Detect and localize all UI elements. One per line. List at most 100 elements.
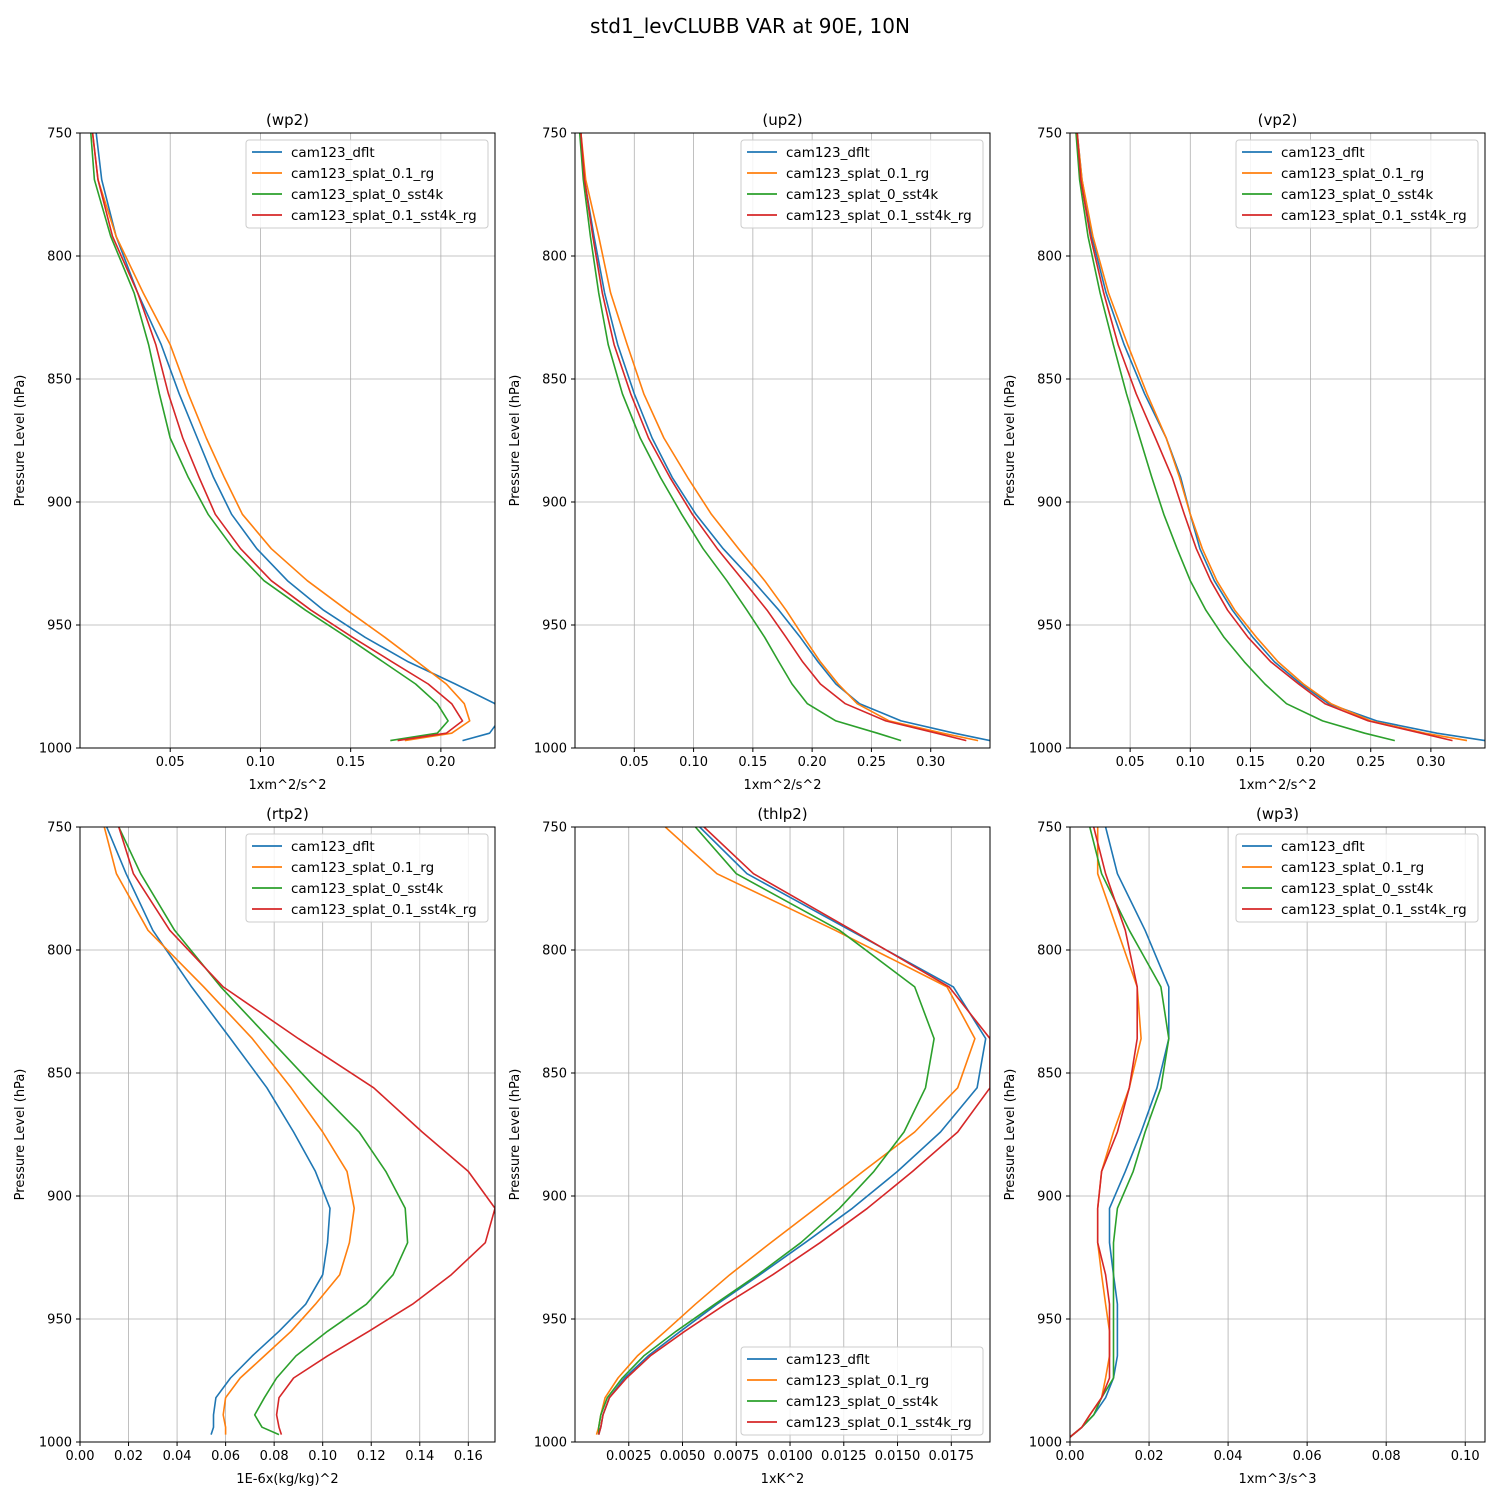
y-tick-label: 1000	[534, 1436, 567, 1451]
x-tick-label: 0.14	[405, 1449, 434, 1464]
x-tick-label: 0.16	[454, 1449, 483, 1464]
y-tick-label: 900	[542, 1190, 567, 1205]
legend-item: cam123_splat_0_sst4k	[252, 187, 443, 203]
y-tick-label: 850	[542, 373, 567, 388]
y-axis-label: Pressure Level (hPa)	[1003, 375, 1018, 507]
series-line-cam123_dflt	[105, 827, 331, 1435]
y-tick-label: 900	[542, 496, 567, 511]
y-tick-label: 800	[542, 250, 567, 265]
legend-box	[1235, 833, 1479, 923]
series-line-cam123_dflt	[1076, 133, 1485, 742]
axes-frame	[79, 132, 496, 749]
y-tick-label: 850	[47, 373, 72, 388]
legend-label: cam123_splat_0.1_sst4k_rg	[786, 1415, 972, 1431]
x-tick-label: 0.0025	[606, 1449, 652, 1464]
legend-item: cam123_splat_0.1_rg	[1242, 166, 1424, 182]
x-tick-label: 0.04	[163, 1449, 192, 1464]
series-line-cam123_splat_0_sst4k	[597, 827, 935, 1435]
x-tick-label: 0.06	[211, 1449, 240, 1464]
subplot-title: (thlp2)	[757, 805, 807, 823]
series-line-cam123_dflt	[1070, 827, 1170, 1438]
y-tick-label: 950	[542, 619, 567, 634]
series-line-cam123_splat_0.1_sst4k_rg	[1076, 133, 1453, 742]
x-tick-label: 0.15	[336, 755, 365, 770]
legend-item: cam123_splat_0.1_sst4k_rg	[252, 902, 477, 918]
legend-item: cam123_splat_0.1_rg	[747, 1373, 929, 1389]
legend-item: cam123_dflt	[747, 145, 870, 161]
x-axis-label: 1xm^2/s^2	[743, 778, 821, 793]
y-axis-label: Pressure Level (hPa)	[508, 375, 523, 507]
series-line-cam123_splat_0.1_rg	[103, 827, 356, 1435]
y-tick-label: 850	[1037, 373, 1062, 388]
series-line-cam123_splat_0_sst4k	[90, 133, 449, 742]
subplot-title: (vp2)	[1258, 111, 1298, 129]
x-tick-label: 0.10	[1451, 1449, 1480, 1464]
y-tick-label: 950	[47, 1313, 72, 1328]
y-tick-label: 850	[47, 1067, 72, 1082]
series-line-cam123_splat_0.1_sst4k_rg	[91, 133, 464, 742]
legend: cam123_dflt cam123_splat_0.1_rg cam123_spl…	[1235, 833, 1479, 923]
legend-label: cam123_dflt	[1281, 145, 1365, 161]
legend-item: cam123_splat_0.1_rg	[747, 166, 929, 182]
series-line-cam123_splat_0.1_sst4k_rg	[1070, 827, 1138, 1438]
legend-item: cam123_splat_0.1_rg	[252, 166, 434, 182]
legend-item: cam123_splat_0_sst4k	[747, 1394, 938, 1410]
legend-label: cam123_splat_0.1_sst4k_rg	[1281, 902, 1467, 918]
x-tick-label: 0.04	[1214, 1449, 1243, 1464]
x-axis-label: 1xm^2/s^2	[1238, 778, 1316, 793]
y-tick-label: 1000	[39, 1436, 72, 1451]
y-tick-label: 950	[542, 1313, 567, 1328]
legend-item: cam123_dflt	[1242, 145, 1365, 161]
y-tick-label: 800	[1037, 250, 1062, 265]
y-tick-label: 900	[47, 496, 72, 511]
axes-frame	[1069, 826, 1486, 1443]
y-tick-label: 750	[542, 821, 567, 836]
legend-box	[1235, 139, 1479, 229]
legend-label: cam123_splat_0.1_rg	[291, 166, 434, 182]
y-axis-label: Pressure Level (hPa)	[1003, 1069, 1018, 1201]
x-axis-label: 1xm^3/s^3	[1238, 1472, 1316, 1487]
legend-item: cam123_dflt	[252, 145, 375, 161]
x-axis-label: 1E-6x(kg/kg)^2	[236, 1472, 338, 1487]
x-tick-label: 0.05	[156, 755, 185, 770]
legend-label: cam123_splat_0.1_sst4k_rg	[1281, 208, 1467, 224]
x-tick-label: 0.30	[1416, 755, 1445, 770]
legend-item: cam123_splat_0.1_rg	[252, 860, 434, 876]
legend-item: cam123_splat_0.1_sst4k_rg	[1242, 902, 1467, 918]
legend-label: cam123_dflt	[291, 839, 375, 855]
axes-frame	[1069, 132, 1486, 749]
y-tick-label: 1000	[1029, 742, 1062, 757]
x-tick-label: 0.00	[1056, 1449, 1085, 1464]
series-line-cam123_splat_0.1_rg	[1070, 827, 1142, 1438]
x-tick-label: 0.15	[738, 755, 767, 770]
y-axis-label: Pressure Level (hPa)	[13, 1069, 28, 1201]
x-tick-label: 0.30	[916, 755, 945, 770]
legend-item: cam123_splat_0.1_rg	[1242, 860, 1424, 876]
x-tick-label: 0.05	[1116, 755, 1145, 770]
legend-label: cam123_splat_0.1_sst4k_rg	[291, 902, 477, 918]
y-tick-label: 750	[47, 821, 72, 836]
x-tick-label: 0.08	[1372, 1449, 1401, 1464]
y-tick-label: 950	[1037, 619, 1062, 634]
series-line-cam123_splat_0_sst4k	[1075, 133, 1395, 742]
y-tick-label: 900	[1037, 496, 1062, 511]
y-tick-label: 950	[47, 619, 72, 634]
axes-frame	[79, 826, 496, 1443]
series-line-cam123_splat_0_sst4k	[118, 827, 409, 1436]
x-axis-label: 1xm^2/s^2	[248, 778, 326, 793]
x-tick-label: 0.0150	[875, 1449, 921, 1464]
subplot-wp2: 0.05 0.10 0.15 0.20 750 800 850 900 950 1000 (wp2)…	[13, 111, 496, 793]
figure-title: std1_levCLUBB VAR at 90E, 10N	[590, 14, 910, 38]
y-tick-label: 750	[1037, 821, 1062, 836]
legend-label: cam123_splat_0.1_rg	[786, 1373, 929, 1389]
y-tick-label: 800	[47, 250, 72, 265]
x-tick-label: 0.06	[1293, 1449, 1322, 1464]
y-axis-label: Pressure Level (hPa)	[13, 375, 28, 507]
y-tick-label: 900	[47, 1190, 72, 1205]
y-tick-label: 1000	[534, 742, 567, 757]
legend-label: cam123_splat_0.1_sst4k_rg	[786, 208, 972, 224]
legend-label: cam123_splat_0_sst4k	[291, 881, 443, 897]
x-tick-label: 0.25	[1356, 755, 1385, 770]
legend-label: cam123_splat_0.1_rg	[786, 166, 929, 182]
legend: cam123_dflt cam123_splat_0.1_rg cam123_spl…	[740, 139, 984, 229]
